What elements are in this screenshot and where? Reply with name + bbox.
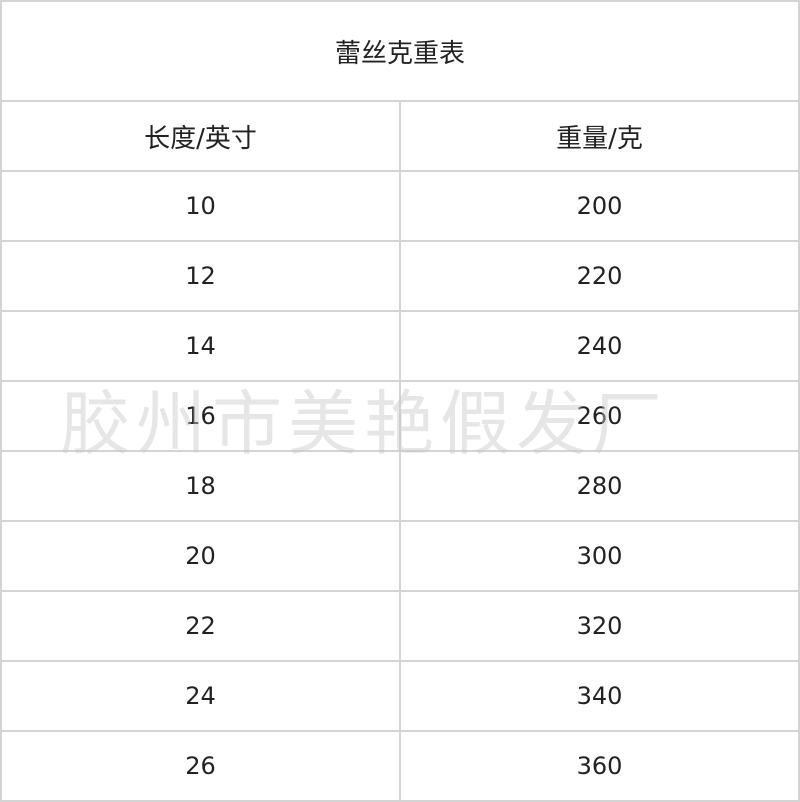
table-row: 10 200 [0,170,800,242]
table-row: 22 320 [0,590,800,662]
length-cell: 18 [0,450,401,522]
length-cell: 22 [0,590,401,662]
table-row: 14 240 [0,310,800,382]
header-length: 长度/英寸 [0,100,401,172]
length-cell: 26 [0,730,401,802]
length-cell: 16 [0,380,401,452]
length-cell: 20 [0,520,401,592]
title-row: 蕾丝克重表 [0,0,800,102]
length-cell: 24 [0,660,401,732]
table-row: 24 340 [0,660,800,732]
weight-cell: 280 [399,450,800,522]
weight-cell: 200 [399,170,800,242]
weight-cell: 300 [399,520,800,592]
table-row: 26 360 [0,730,800,802]
table-row: 12 220 [0,240,800,312]
weight-cell: 340 [399,660,800,732]
weight-cell: 240 [399,310,800,382]
length-cell: 14 [0,310,401,382]
table-row: 18 280 [0,450,800,522]
weight-cell: 260 [399,380,800,452]
table-title: 蕾丝克重表 [0,0,800,102]
table-row: 16 260 [0,380,800,452]
weight-cell: 360 [399,730,800,802]
length-cell: 10 [0,170,401,242]
weight-cell: 320 [399,590,800,662]
weight-cell: 220 [399,240,800,312]
length-cell: 12 [0,240,401,312]
header-weight: 重量/克 [399,100,800,172]
header-row: 长度/英寸 重量/克 [0,100,800,172]
table-row: 20 300 [0,520,800,592]
